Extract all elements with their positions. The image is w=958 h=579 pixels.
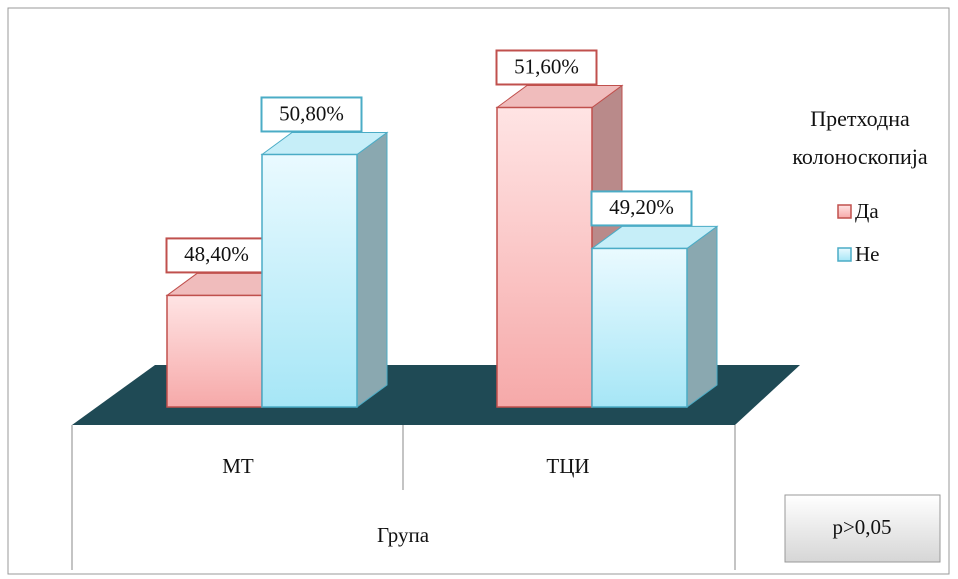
bar-side: [356, 131, 388, 408]
annotation-box: [784, 494, 941, 563]
data-label-box: [590, 190, 693, 227]
legend-label: Не: [855, 242, 880, 266]
legend-title: Претходна колоноскопија: [792, 106, 928, 169]
data-label: 48,40%: [184, 242, 249, 266]
data-label: 49,20%: [609, 195, 674, 219]
x-axis-title: Група: [377, 523, 430, 547]
frame: [7, 7, 950, 575]
bar: [166, 294, 263, 408]
legend-marker: [837, 247, 852, 262]
data-label: 51,60%: [514, 54, 579, 78]
data-label-box: [165, 237, 268, 274]
data-label: 50,80%: [279, 101, 344, 125]
annotation: p>0,05: [832, 515, 891, 539]
bar: [591, 247, 688, 408]
legend-marker: [837, 204, 852, 219]
axis-table: [71, 425, 736, 570]
bar-side: [686, 225, 718, 408]
data-label-box: [260, 96, 363, 133]
legend-label: Да: [855, 199, 879, 223]
data-label-box: [495, 49, 598, 86]
bar: [261, 153, 358, 408]
x-tick-label: МТ: [222, 454, 254, 478]
bar: [496, 106, 593, 408]
x-tick-label: ТЦИ: [546, 454, 589, 478]
